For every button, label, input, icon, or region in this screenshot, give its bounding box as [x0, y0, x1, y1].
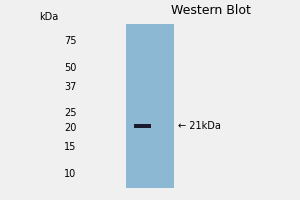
Bar	[126, 24, 174, 188]
Text: Western Blot: Western Blot	[170, 4, 250, 17]
Text: kDa: kDa	[39, 12, 58, 22]
Text: ← 21kDa: ← 21kDa	[178, 121, 221, 131]
Bar	[134, 124, 151, 128]
